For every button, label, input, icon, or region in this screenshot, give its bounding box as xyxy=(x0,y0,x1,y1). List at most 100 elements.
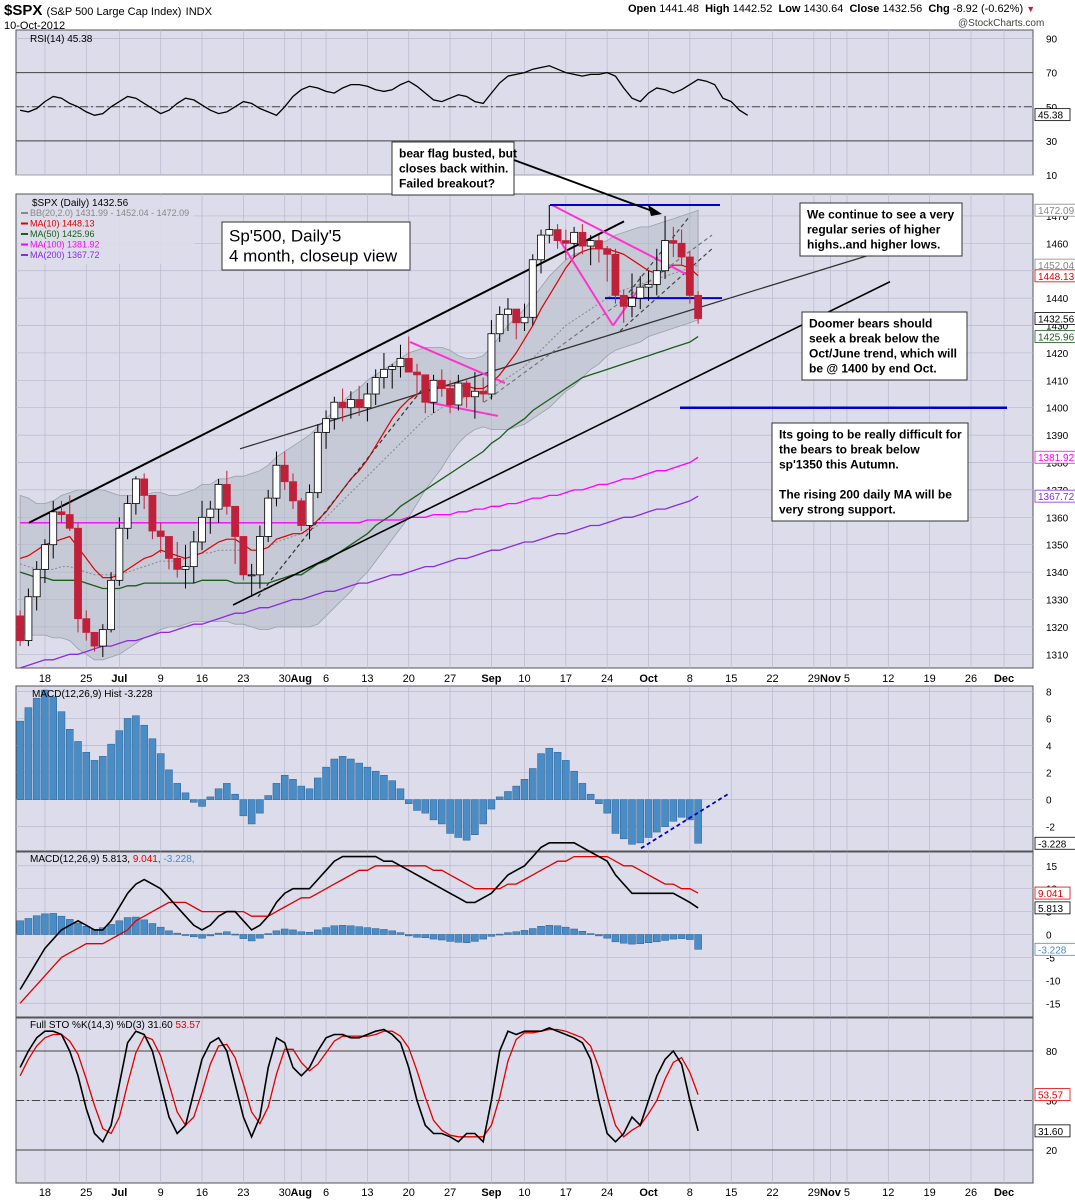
higher-highs-note-box xyxy=(799,202,963,257)
macd-hist-bar xyxy=(512,785,520,800)
sto-value-tag xyxy=(1034,1124,1071,1138)
candle xyxy=(396,344,405,378)
macd-hist-bar xyxy=(570,770,578,800)
difficult-note-line: sp'1350 this Autumn. xyxy=(779,458,899,472)
doomer-note-line: Oct/June trend, which will xyxy=(809,347,957,361)
macd-bar xyxy=(421,934,430,938)
price-value-tag-text: 1448.13 xyxy=(1038,272,1075,283)
macd-y-tick: 0 xyxy=(1046,931,1052,942)
candle xyxy=(189,531,198,584)
sto-value-tag xyxy=(1034,1088,1071,1102)
macd-hist-bar xyxy=(32,697,41,800)
candle xyxy=(404,336,413,373)
macd-bar xyxy=(99,927,107,935)
x-tick-label-bottom: 15 xyxy=(725,1187,737,1199)
x-tick-label: 12 xyxy=(882,673,894,685)
candle-body xyxy=(57,511,66,515)
macd-bar xyxy=(198,934,206,939)
high-value: 1442.52 xyxy=(732,3,773,15)
chg-label: Chg xyxy=(928,3,950,15)
candle-body xyxy=(330,401,339,420)
candle xyxy=(98,624,107,658)
macd-bar xyxy=(611,934,620,943)
macd-bar xyxy=(537,926,545,935)
candle xyxy=(537,229,545,274)
macd-bar xyxy=(454,934,463,943)
x-axis-bottom: 18 25 Jul 9 16 23 30 Aug 6 13 20 27 Sep 10 17 24 Oct 8 15 2… xyxy=(39,1187,1014,1199)
macd-bar xyxy=(471,934,479,942)
candle-body xyxy=(41,544,49,570)
x-tick-label: 16 xyxy=(196,673,208,685)
macd-bar xyxy=(396,932,405,935)
candle xyxy=(421,374,430,414)
macd-hist-bar xyxy=(280,775,289,800)
legend-entry: MA(200) 1367.72 xyxy=(30,250,100,260)
candle-body xyxy=(289,481,297,502)
bear-flag-note-line: closes back within. xyxy=(399,162,508,176)
candle xyxy=(561,229,570,260)
macd-bar xyxy=(669,934,678,940)
macd-hist-bar xyxy=(438,799,446,825)
macd-bar xyxy=(529,928,537,935)
macd-value-tag xyxy=(1034,901,1071,915)
macd-bar xyxy=(413,934,421,938)
x-tick-label: Nov xyxy=(820,673,842,685)
x-tick-label: 13 xyxy=(361,673,373,685)
x-tick-label-bottom: Jul xyxy=(111,1187,127,1199)
rsi-y-tick: 90 xyxy=(1046,35,1058,46)
macd-bar xyxy=(644,934,653,943)
x-tick-label: 10 xyxy=(518,673,530,685)
symbol: $SPX xyxy=(4,2,43,19)
rsi-value-tag xyxy=(1034,108,1071,122)
macd-bar xyxy=(619,934,628,944)
macd-title-value: 5.813, xyxy=(102,854,133,865)
x-tick-label: 15 xyxy=(725,673,737,685)
price-y-tick: 1440 xyxy=(1046,294,1069,305)
candle xyxy=(388,363,397,389)
hist-y-tick: -2 xyxy=(1046,823,1055,834)
candle xyxy=(346,391,355,419)
candle-body xyxy=(305,492,314,526)
x-tick-label: 30 xyxy=(279,673,291,685)
macd-bar xyxy=(74,922,82,935)
macd-hist-bar xyxy=(140,724,148,800)
candle-body xyxy=(628,297,636,307)
x-tick-label-bottom: Nov xyxy=(820,1187,842,1199)
macd-hist-bar xyxy=(65,729,74,800)
macd-hist-bar xyxy=(198,799,206,807)
candle-body xyxy=(107,579,115,631)
candle xyxy=(165,536,173,570)
candle xyxy=(148,494,157,540)
candle xyxy=(272,451,281,507)
macd-bar xyxy=(247,934,256,942)
macd-hist-bar xyxy=(49,696,57,800)
candle xyxy=(338,388,347,422)
candle-body xyxy=(313,431,322,494)
hist-y-tick: 4 xyxy=(1046,742,1052,753)
macd-hist-bar xyxy=(314,777,322,800)
chart-title-box-line: 4 month, closeup view xyxy=(229,247,398,266)
candle xyxy=(115,517,124,586)
macd-bar xyxy=(578,931,587,935)
macd-hist-bar xyxy=(214,788,223,800)
macd-hist-bar xyxy=(148,738,157,800)
macd-hist-bar xyxy=(404,799,413,804)
candle xyxy=(198,500,206,551)
x-axis-top: 18 25 Jul 9 16 23 30 Aug 6 13 20 27 Sep 10 17 24 Oct 8 15 2… xyxy=(39,673,1014,685)
candle-body xyxy=(247,574,256,577)
macd-hist-bar xyxy=(380,775,388,800)
macd-bar xyxy=(504,932,512,935)
macd-hist-bar xyxy=(82,752,91,800)
macd-bar xyxy=(677,934,686,939)
high-label: High xyxy=(705,3,730,15)
macd-bar xyxy=(305,931,314,935)
candle xyxy=(355,385,364,416)
rsi-line xyxy=(19,65,749,117)
candle-body xyxy=(98,629,107,647)
macd-hist-bar xyxy=(115,730,124,800)
macd-bar xyxy=(338,925,347,935)
rsi-y-tick: 10 xyxy=(1046,171,1058,182)
macd-hist-bar xyxy=(107,743,115,800)
x-tick-label-bottom: Sep xyxy=(481,1187,501,1199)
macd-bar xyxy=(495,933,504,936)
